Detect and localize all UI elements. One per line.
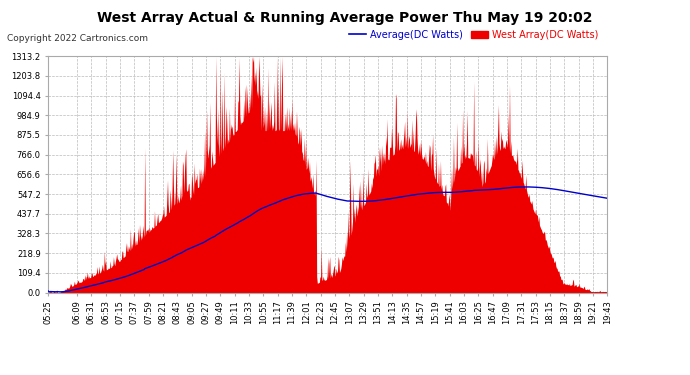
Text: West Array Actual & Running Average Power Thu May 19 20:02: West Array Actual & Running Average Powe… bbox=[97, 11, 593, 25]
Text: Copyright 2022 Cartronics.com: Copyright 2022 Cartronics.com bbox=[7, 34, 148, 43]
Legend: Average(DC Watts), West Array(DC Watts): Average(DC Watts), West Array(DC Watts) bbox=[345, 26, 602, 44]
